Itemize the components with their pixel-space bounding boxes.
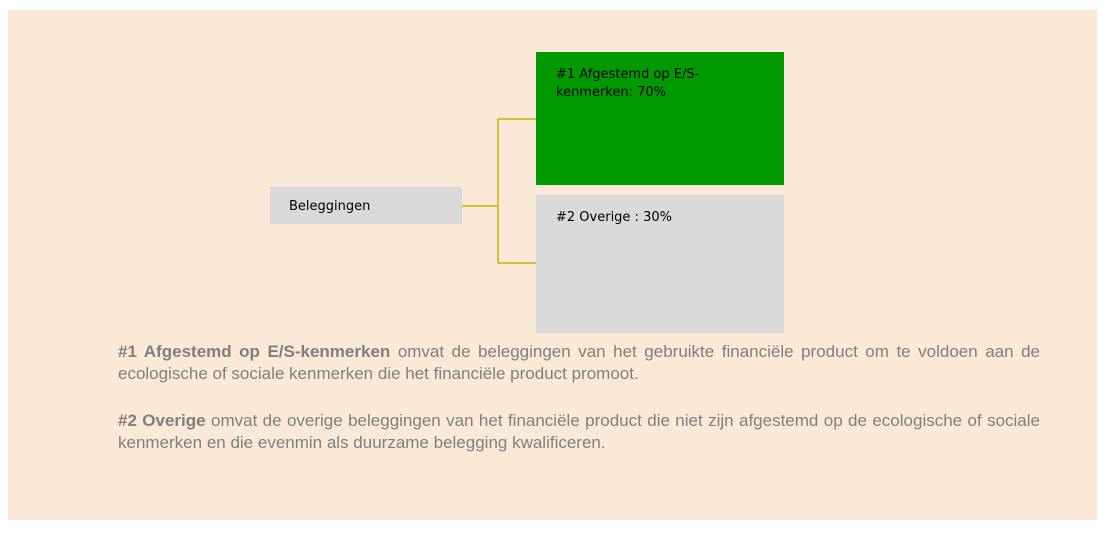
node-label: #2 Overige : 30% — [556, 210, 672, 225]
description-text: omvat de overige beleggingen van het fin… — [118, 411, 1040, 452]
description-text: omvat de beleggingen van het gebruikte f… — [118, 342, 1041, 383]
description: #2 Overige omvat de overige beleggingen … — [118, 410, 1040, 454]
description: #1 Afgestemd op E/S-kenmerken omvat de b… — [118, 341, 1040, 385]
node-label: Beleggingen — [289, 199, 371, 214]
description-term: #2 Overige — [118, 411, 206, 430]
description-term: #1 Afgestemd op E/S-kenmerken — [118, 342, 391, 361]
other-node: #2 Overige : 30% — [536, 195, 784, 333]
node-label: #1 Afgestemd op E/S-kenmerken: 70% — [556, 67, 700, 100]
aligned-node: #1 Afgestemd op E/S-kenmerken: 70% — [536, 52, 784, 185]
root-node: Beleggingen — [270, 187, 462, 224]
